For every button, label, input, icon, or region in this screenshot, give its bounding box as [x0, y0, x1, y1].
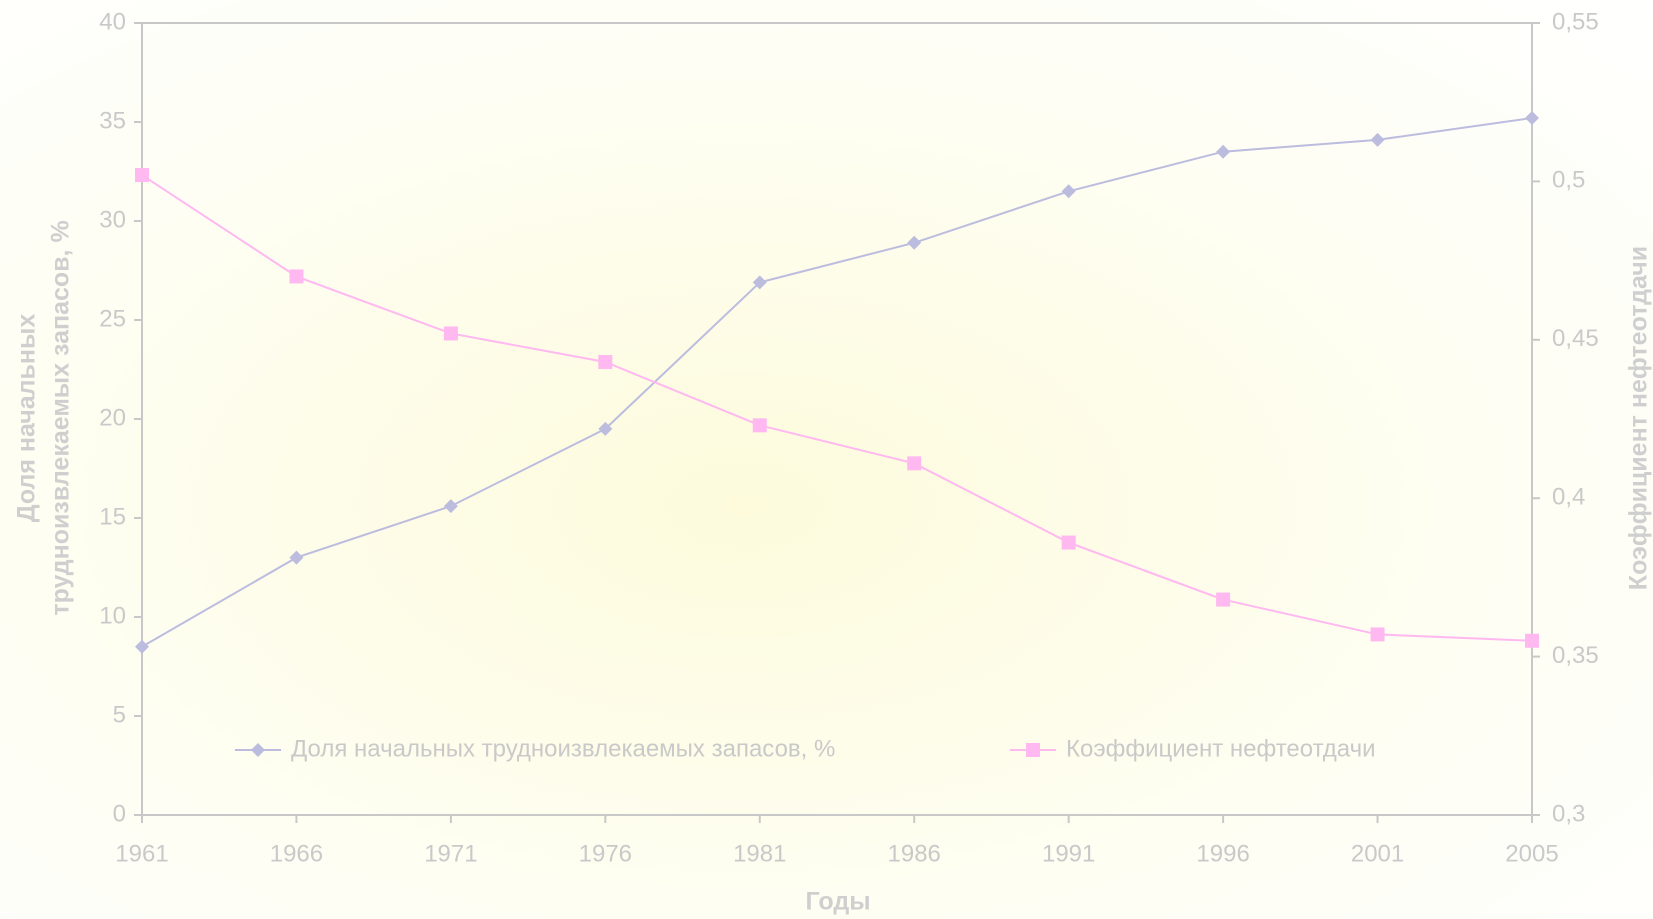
x-axis-title: Годы — [805, 888, 870, 916]
y-axis-title: Доля начальных — [13, 314, 41, 523]
y2-tick-label: 0,55 — [1552, 8, 1599, 35]
x-tick-label: 2005 — [1505, 840, 1558, 867]
x-tick-label: 2001 — [1351, 840, 1404, 867]
data-point — [1525, 633, 1539, 648]
data-point — [907, 456, 922, 471]
y2-tick-label: 0,35 — [1552, 642, 1599, 669]
x-tick-label: 1986 — [888, 840, 941, 867]
data-point — [1061, 184, 1076, 199]
y-tick-label: 10 — [99, 602, 126, 629]
x-tick-label: 1976 — [579, 840, 632, 867]
data-point — [443, 499, 458, 514]
data-point — [1370, 627, 1385, 642]
y-tick-label: 30 — [99, 206, 126, 233]
y-tick-label: 40 — [99, 8, 126, 35]
data-point — [598, 421, 613, 436]
legend-label: Коэффициент нефтеотдачи — [1066, 735, 1376, 762]
y2-tick-label: 0,4 — [1552, 484, 1585, 511]
data-point — [752, 275, 767, 290]
data-point — [1370, 132, 1385, 147]
data-point — [443, 326, 458, 341]
data-point — [1216, 144, 1231, 159]
y-tick-label: 5 — [113, 701, 126, 728]
data-point — [289, 550, 304, 565]
data-point — [289, 269, 304, 284]
data-point — [135, 639, 149, 654]
x-tick-label: 1966 — [270, 840, 323, 867]
data-point — [907, 235, 922, 250]
y-tick-label: 0 — [113, 800, 126, 827]
x-tick-label: 1996 — [1196, 840, 1249, 867]
series-line — [141, 174, 1533, 642]
y-tick-label: 20 — [99, 404, 126, 431]
data-point — [1061, 535, 1076, 550]
data-point — [752, 418, 767, 433]
y-tick-label: 25 — [99, 305, 126, 332]
x-tick-label: 1991 — [1042, 840, 1095, 867]
y-tick-label: 35 — [99, 107, 126, 134]
y2-tick-label: 0,45 — [1552, 325, 1599, 352]
x-tick-label: 1981 — [733, 840, 786, 867]
y-axis-title: трудноизвлекаемых запасов, % — [47, 220, 75, 615]
data-point — [598, 354, 613, 369]
y2-tick-label: 0,3 — [1552, 800, 1585, 827]
legend-marker — [1026, 743, 1040, 757]
x-tick-label: 1961 — [115, 840, 168, 867]
y2-axis-title: Коэффициент нефтеотдачи — [1625, 246, 1653, 590]
data-point — [1525, 111, 1539, 126]
series-line — [141, 117, 1533, 648]
legend-label: Доля начальных трудноизвлекаемых запасов… — [291, 735, 835, 762]
data-point — [135, 168, 149, 183]
y2-tick-label: 0,5 — [1552, 167, 1585, 194]
y-tick-label: 15 — [99, 503, 126, 530]
data-point — [1216, 592, 1231, 607]
legend-marker — [251, 743, 265, 757]
x-tick-label: 1971 — [424, 840, 477, 867]
